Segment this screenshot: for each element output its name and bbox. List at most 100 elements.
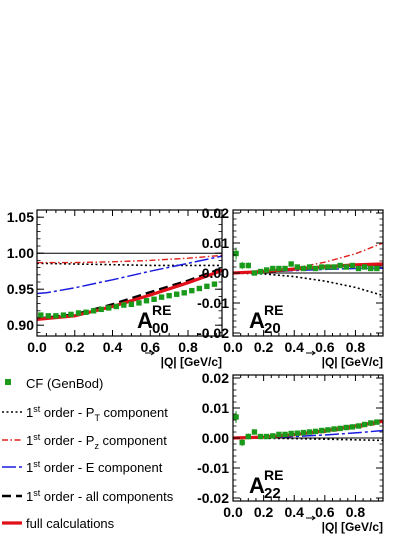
y-tick-label: -0.02 xyxy=(197,325,229,341)
x-tick-label: 0.2 xyxy=(254,339,274,355)
data-point xyxy=(331,426,337,432)
data-point xyxy=(90,308,97,314)
panel-title-sub: 22 xyxy=(264,485,281,502)
legend-label-post: order - E component xyxy=(40,460,163,475)
curve-pz xyxy=(37,254,222,264)
data-point xyxy=(325,264,331,270)
legend-label-sup: st xyxy=(33,404,41,414)
data-point xyxy=(45,313,52,319)
data-point xyxy=(368,420,374,426)
data-point xyxy=(38,312,44,318)
data-point xyxy=(263,433,270,440)
y-tick-label: -0.01 xyxy=(197,295,229,311)
x-axis-label: |Q| [GeV/c] xyxy=(161,355,222,369)
data-point xyxy=(288,430,294,437)
x-tick-label: 0.0 xyxy=(27,339,47,355)
panel-title-sup: RE xyxy=(264,467,283,483)
panel-title-sub: 20 xyxy=(264,320,281,337)
curve-full xyxy=(37,268,222,321)
data-point xyxy=(276,431,282,438)
y-tick-label: 0.02 xyxy=(202,370,229,386)
data-point xyxy=(343,424,349,431)
legend-label-tail: component xyxy=(99,433,167,448)
y-tick-label: 0.01 xyxy=(202,400,229,416)
y-tick-label: 0.95 xyxy=(7,281,34,297)
data-point xyxy=(233,414,239,420)
data-point xyxy=(60,312,67,318)
y-tick-label: 0.00 xyxy=(202,265,229,281)
x-tick-label: 0.6 xyxy=(315,504,335,520)
panel-title-sup: RE xyxy=(264,302,283,318)
curve-pt xyxy=(233,272,383,297)
panel-a00: 0.0 0.2 0.4 0.6 0.8 0.90 0.95 1.00 1.05 |Q| [GeV/… xyxy=(7,209,223,369)
data-point xyxy=(83,309,89,315)
data-point xyxy=(294,430,300,436)
data-point xyxy=(306,429,313,435)
y-tick-label: 0.01 xyxy=(202,235,229,251)
data-point xyxy=(98,306,104,313)
data-point xyxy=(319,264,325,270)
y-tick-label: 1.00 xyxy=(7,245,34,261)
data-point xyxy=(270,433,276,439)
data-point xyxy=(181,290,187,296)
panel-title-sub: 00 xyxy=(152,320,169,337)
data-point xyxy=(158,294,165,300)
x-tick-label: 0.6 xyxy=(141,339,161,355)
data-point xyxy=(106,305,112,311)
x-tick-label: 0.2 xyxy=(254,504,274,520)
data-point xyxy=(374,265,380,272)
legend-label-pre: 1 xyxy=(26,460,33,475)
y-tick-label: 0.00 xyxy=(202,430,229,446)
data-point xyxy=(282,431,288,438)
data-point xyxy=(128,301,135,308)
data-point xyxy=(113,303,119,310)
data-point xyxy=(349,424,356,430)
legend-label: full calculations xyxy=(26,516,115,531)
data-point xyxy=(300,265,307,272)
data-point xyxy=(204,283,210,290)
legend-label: 1st order - all components xyxy=(26,488,174,504)
legend-label-sup: st xyxy=(33,432,41,442)
x-tick-label: 0.2 xyxy=(65,339,85,355)
data-point xyxy=(355,423,362,429)
plot-area xyxy=(233,411,383,447)
data-point xyxy=(276,265,282,272)
vector-arrow-icon xyxy=(306,515,316,521)
data-point xyxy=(211,281,218,287)
panel-title: A xyxy=(137,308,153,333)
data-point xyxy=(288,261,294,267)
legend-label: 1st order - PT component xyxy=(26,404,168,423)
curve-pt xyxy=(37,262,222,267)
data-point xyxy=(306,264,313,270)
data-point xyxy=(53,313,59,319)
data-point xyxy=(245,262,252,269)
data-point xyxy=(294,264,300,270)
data-point xyxy=(239,262,245,269)
y-tick-label: 0.90 xyxy=(7,317,34,333)
data-point xyxy=(312,428,319,435)
legend-label-sub: z xyxy=(94,441,99,451)
data-point xyxy=(257,433,264,440)
panel-title: A xyxy=(249,473,265,498)
x-tick-label: 0.6 xyxy=(315,339,335,355)
data-point xyxy=(361,264,368,270)
x-tick-label: 0.8 xyxy=(346,504,366,520)
data-point xyxy=(331,264,337,270)
y-tick-label: 0.02 xyxy=(202,205,229,221)
legend-label-tail: component xyxy=(100,405,168,420)
data-point xyxy=(196,285,203,292)
data-point xyxy=(136,300,142,306)
data-point xyxy=(337,425,343,432)
x-axis-label: |Q| [GeV/c] xyxy=(322,520,383,534)
legend-label-sup: st xyxy=(33,488,41,498)
legend-label-pre: 1 xyxy=(26,489,33,504)
data-point xyxy=(343,264,349,270)
data-point xyxy=(349,262,356,269)
legend-label: 1st order - Pz component xyxy=(26,432,167,451)
data-point xyxy=(239,439,245,446)
data-point xyxy=(282,265,288,272)
legend-label-post: order - P xyxy=(40,405,94,420)
data-point xyxy=(143,298,150,304)
data-point xyxy=(75,310,82,316)
